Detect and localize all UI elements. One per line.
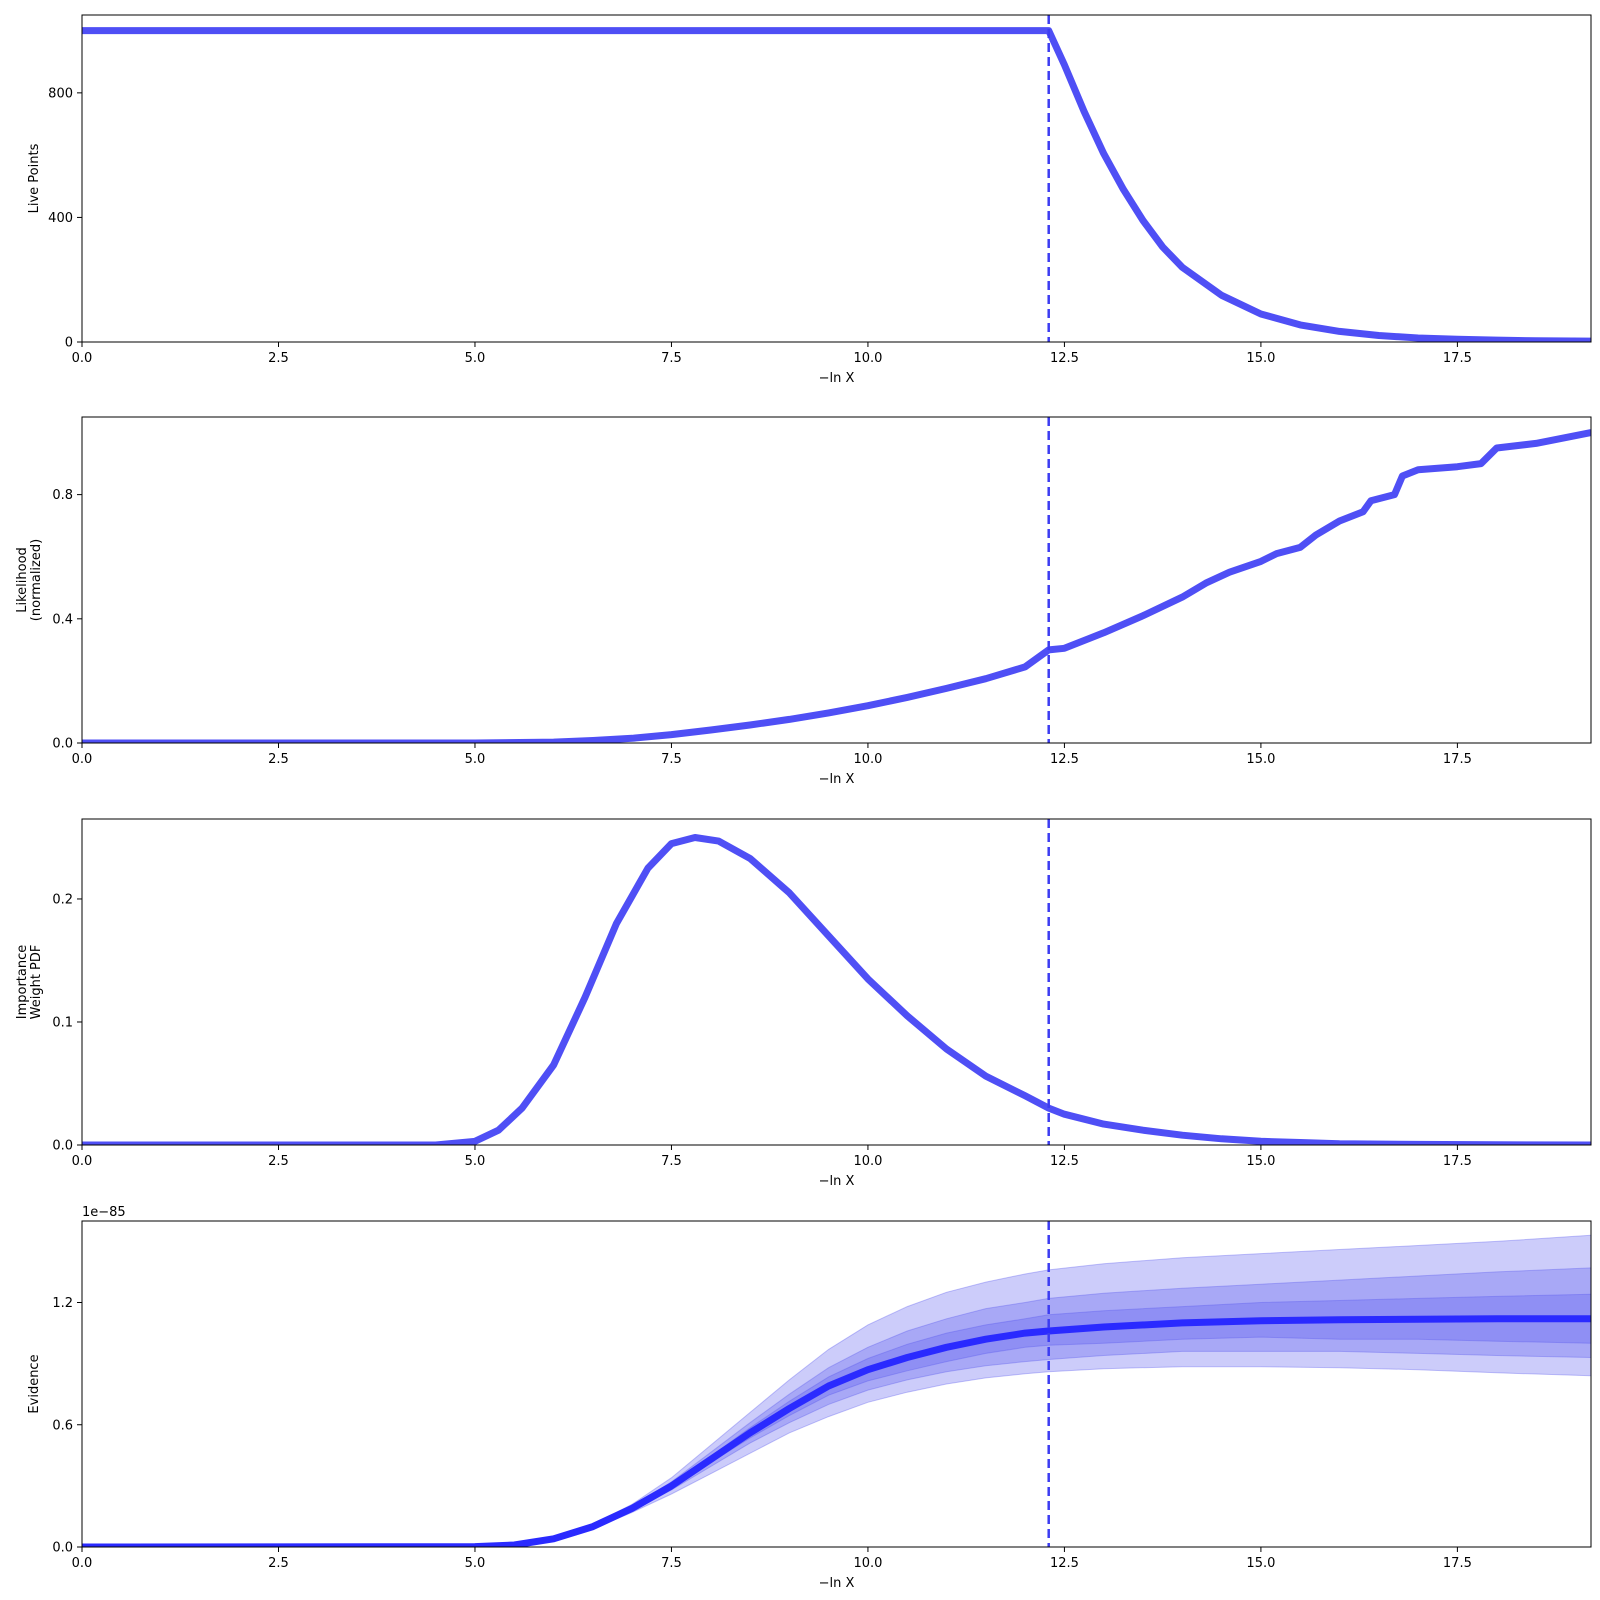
importance-weight-line [82,834,1591,1145]
y-tick-label: 400 [48,211,73,226]
y-offset-label: 1e−85 [82,1205,126,1220]
axes-frame [81,14,1592,343]
likelihood-line [82,429,1591,743]
live-points-line [82,27,1591,342]
confidence-band-2 [82,1267,1591,1547]
evidence-line [82,1315,1591,1547]
x-tick-label: 7.5 [661,1556,682,1571]
x-tick-label: 12.5 [1050,752,1079,767]
y-axis-label: (normalized) [29,539,44,621]
confidence-band-1 [82,1234,1591,1547]
y-tick-label: 0.8 [52,488,73,503]
confidence-band-3 [82,1293,1591,1547]
x-tick-label: 0.0 [72,351,93,366]
y-tick-label: 0.2 [52,892,73,907]
y-axis-label: Weight PDF [29,945,44,1020]
x-tick-label: 10.0 [853,1154,882,1169]
y-tick-label: 800 [48,86,73,101]
x-tick-label: 7.5 [661,351,682,366]
axes-frame [81,416,1592,744]
x-axis-label: −ln X [819,371,855,386]
y-axis-label: Likelihood [15,547,30,613]
x-tick-label: 5.0 [465,1154,486,1169]
x-tick-label: 5.0 [465,1556,486,1571]
x-tick-label: 17.5 [1443,351,1472,366]
x-tick-label: 10.0 [853,351,882,366]
x-axis-label: −ln X [819,772,855,787]
x-tick-label: 0.0 [72,1154,93,1169]
x-tick-label: 2.5 [268,1154,289,1169]
x-tick-label: 2.5 [268,351,289,366]
y-axis-label: Evidence [27,1354,42,1413]
plot-area [82,1221,1591,1547]
y-tick-label: 0.6 [52,1418,73,1433]
x-tick-label: 5.0 [465,351,486,366]
x-tick-label: 15.0 [1246,1556,1275,1571]
x-tick-label: 15.0 [1246,752,1275,767]
y-tick-label: 0.1 [52,1015,73,1030]
x-tick-label: 5.0 [465,752,486,767]
x-axis-label: −ln X [819,1576,855,1591]
x-tick-label: 17.5 [1443,752,1472,767]
axes-frame [81,1220,1592,1548]
x-tick-label: 12.5 [1050,351,1079,366]
x-tick-label: 17.5 [1443,1556,1472,1571]
x-tick-label: 2.5 [268,752,289,767]
panel-evidence: 0.0 2.5 5.0 7.5 10.0 12.5 15.0 17.5 0.0 0.6 1.2 −ln… [27,1205,1592,1591]
x-tick-label: 10.0 [853,752,882,767]
y-tick-label: 1.2 [52,1296,73,1311]
x-tick-label: 17.5 [1443,1154,1472,1169]
plot-area [82,819,1591,1145]
panel-likelihood: 0.0 2.5 5.0 7.5 10.0 12.5 15.0 17.5 0.0 0.4 0.8 −ln… [15,416,1592,787]
y-axis-label: Live Points [27,143,42,213]
y-tick-label: 0 [65,336,73,351]
x-tick-label: 10.0 [853,1556,882,1571]
x-tick-label: 2.5 [268,1556,289,1571]
x-tick-label: 7.5 [661,1154,682,1169]
x-tick-label: 12.5 [1050,1154,1079,1169]
y-tick-label: 0.4 [52,612,73,627]
panel-importance-weight: 0.0 2.5 5.0 7.5 10.0 12.5 15.0 17.5 0.0 0.1 0.2 −ln… [15,818,1592,1189]
x-tick-label: 12.5 [1050,1556,1079,1571]
x-axis-label: −ln X [819,1174,855,1189]
x-tick-label: 7.5 [661,752,682,767]
plot-area [82,15,1591,342]
axes-frame [81,818,1592,1146]
x-tick-label: 0.0 [72,752,93,767]
y-tick-label: 0.0 [52,1541,73,1556]
x-tick-label: 0.0 [72,1556,93,1571]
y-tick-label: 0.0 [52,737,73,752]
y-axis-label: Importance [15,945,30,1020]
plot-area [82,417,1591,743]
x-tick-label: 15.0 [1246,1154,1275,1169]
y-tick-label: 0.0 [52,1139,73,1154]
panel-live-points: 0.0 2.5 5.0 7.5 10.0 12.5 15.0 17.5 0 400 800 −ln X… [27,14,1592,386]
x-tick-label: 15.0 [1246,351,1275,366]
